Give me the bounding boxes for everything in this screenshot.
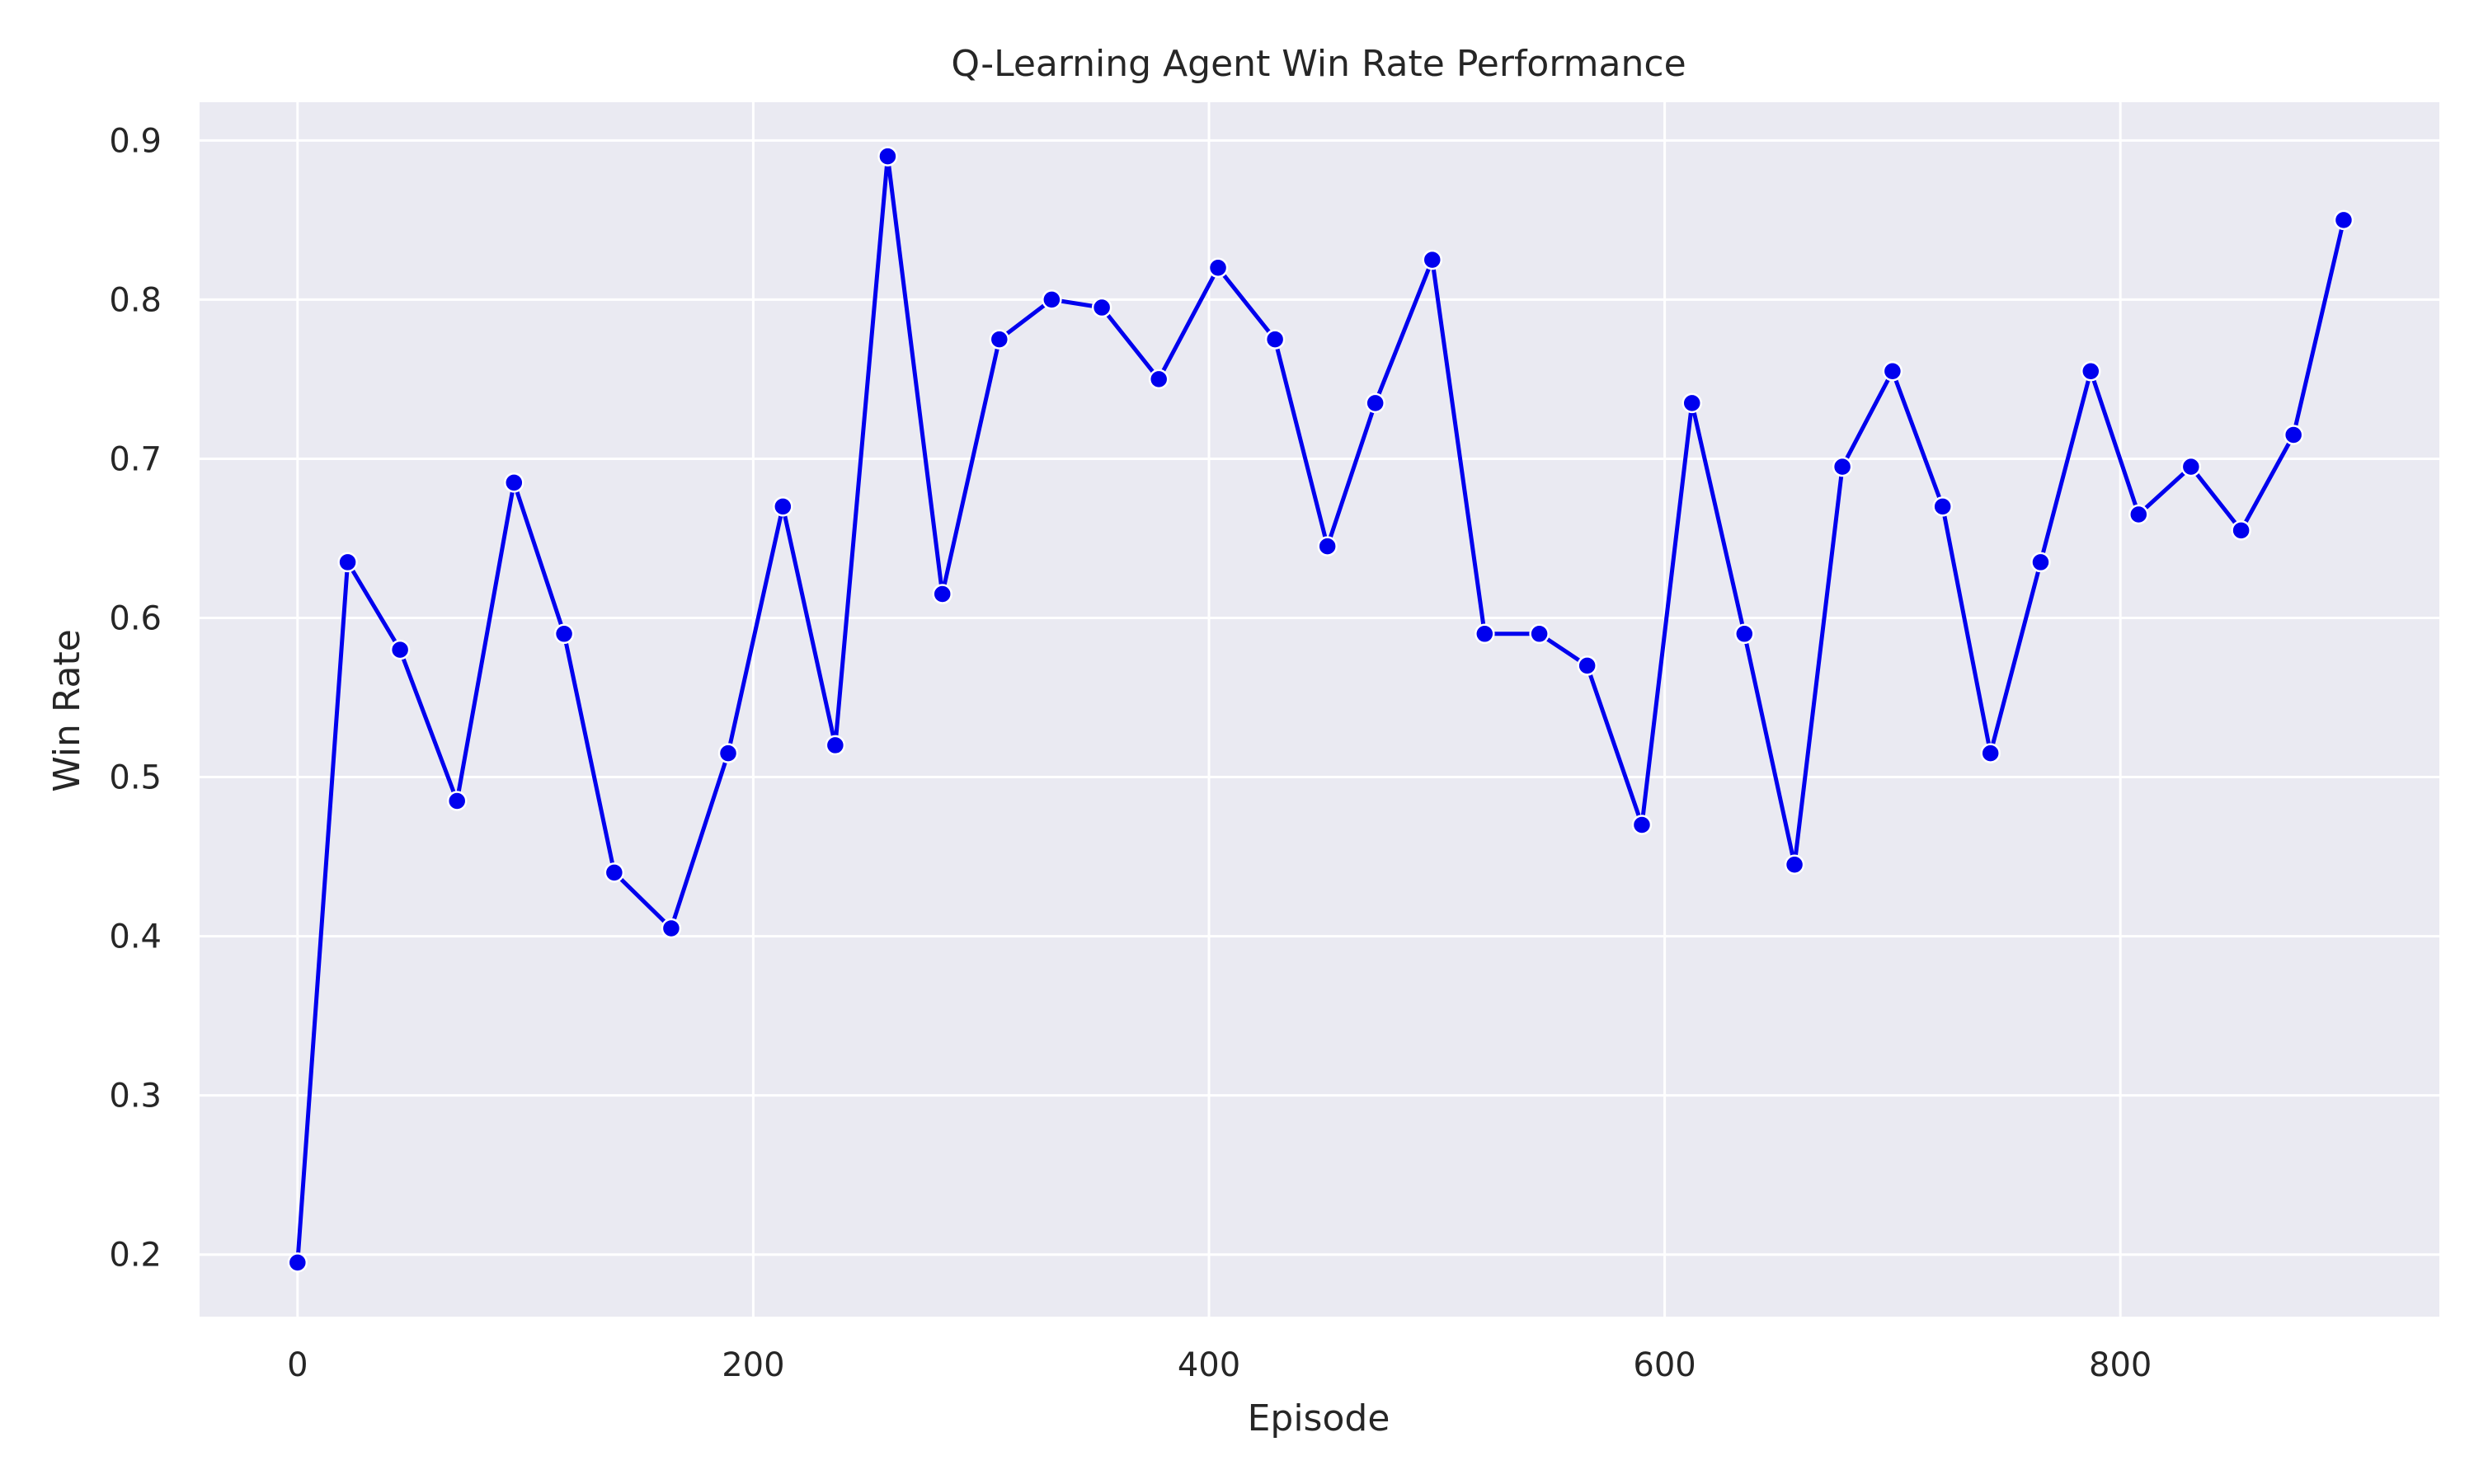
data-point <box>717 743 739 763</box>
data-point <box>553 623 575 645</box>
data-point <box>1422 249 1443 270</box>
tick-labels: 0 200 400 600 800 0.2 0.3 0.4 0.5 0.6 0.7 0.8 0.9 <box>109 122 2152 1384</box>
x-tick-label: 200 <box>722 1346 784 1384</box>
y-tick-label: 0.7 <box>109 440 162 478</box>
y-tick-label: 0.9 <box>109 122 162 160</box>
data-point <box>1784 854 1805 875</box>
y-axis-title: Win Rate <box>46 629 88 792</box>
data-point <box>1475 623 1495 645</box>
data-point <box>1681 392 1702 414</box>
y-tick-label: 0.8 <box>109 281 162 319</box>
data-point <box>337 552 358 573</box>
data-point <box>2128 504 2149 525</box>
y-tick-label: 0.4 <box>109 918 162 956</box>
x-tick-label: 0 <box>287 1346 308 1384</box>
x-tick-label: 600 <box>1633 1346 1696 1384</box>
data-point <box>877 146 898 167</box>
data-point <box>1207 257 1229 279</box>
data-point <box>1932 496 1953 517</box>
data-point <box>389 639 411 660</box>
data-point <box>504 472 524 493</box>
data-point <box>1264 329 1286 350</box>
data-point <box>2030 552 2051 573</box>
data-point <box>932 584 952 604</box>
series-line <box>295 154 2346 1263</box>
data-point <box>446 791 468 811</box>
y-tick-label: 0.2 <box>109 1237 162 1275</box>
data-point <box>1148 369 1169 390</box>
data-point <box>2231 520 2251 541</box>
data-points <box>287 146 2354 1273</box>
data-point <box>2283 425 2304 445</box>
plot-area <box>200 102 2439 1317</box>
data-point <box>1882 361 1903 382</box>
data-point <box>1631 815 1653 835</box>
data-point <box>1832 456 1853 477</box>
data-point <box>825 735 846 756</box>
data-point <box>773 496 793 517</box>
data-point <box>2081 361 2101 382</box>
data-point <box>604 862 625 883</box>
x-tick-label: 800 <box>2089 1346 2152 1384</box>
data-point <box>1091 297 1112 318</box>
data-point <box>1317 536 1338 556</box>
data-point <box>661 918 682 939</box>
x-tick-label: 400 <box>1178 1346 1240 1384</box>
y-tick-label: 0.6 <box>109 599 162 637</box>
chart-title: Q-Learning Agent Win Rate Performance <box>951 43 1686 85</box>
data-point <box>989 329 1010 350</box>
data-point <box>2333 209 2354 231</box>
data-point <box>1577 655 1597 676</box>
data-point <box>1365 392 1385 414</box>
data-point <box>287 1252 308 1273</box>
data-point <box>1042 289 1062 310</box>
x-axis-title: Episode <box>1248 1397 1390 1439</box>
data-point <box>1980 743 2001 763</box>
data-point <box>2180 456 2202 477</box>
y-tick-label: 0.5 <box>109 759 162 797</box>
data-point <box>1529 623 1550 645</box>
y-tick-label: 0.3 <box>109 1078 162 1115</box>
data-point <box>1734 623 1755 645</box>
